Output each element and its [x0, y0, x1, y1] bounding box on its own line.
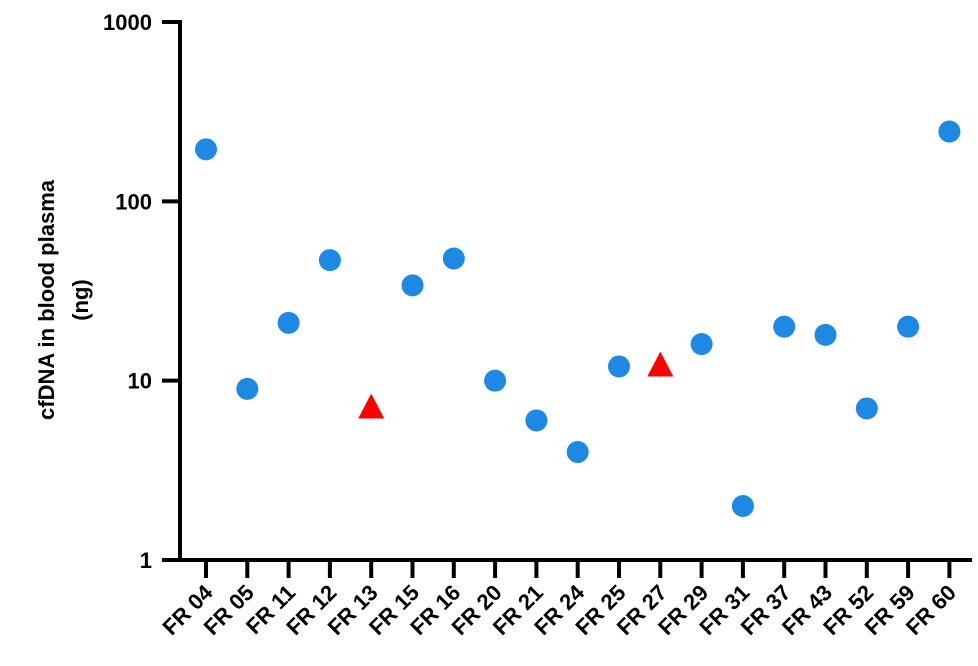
data-point-circle — [484, 369, 507, 392]
data-point-triangle — [647, 351, 674, 377]
data-point-circle — [442, 247, 465, 270]
data-point-circle — [566, 441, 589, 464]
y-axis-title-line-1: cfDNA in blood plasma — [34, 179, 59, 420]
data-point-circle — [525, 409, 548, 432]
y-tick-label: 10 — [128, 369, 152, 394]
data-point-circle — [195, 138, 217, 161]
y-axis-title: cfDNA in blood plasma (ng) — [34, 179, 93, 420]
data-point-circle — [855, 397, 878, 420]
data-point-circle — [773, 315, 796, 338]
data-point-circle — [608, 355, 630, 378]
data-point-circle — [277, 311, 300, 334]
data-point-circle — [938, 120, 961, 143]
data-point-circle — [731, 495, 754, 518]
data-point-circle — [814, 323, 837, 346]
axes — [178, 20, 972, 562]
data-point-circle — [236, 377, 259, 400]
data-point-circle — [690, 333, 713, 356]
y-axis-title-line-2: (ng) — [68, 279, 93, 321]
y-ticks: 1 10 100 1000 — [103, 10, 180, 573]
data-point-triangle — [358, 393, 385, 419]
data-point-circle — [318, 249, 341, 272]
data-point-circle — [897, 315, 920, 338]
y-tick-label: 1000 — [103, 10, 152, 35]
data-points — [195, 120, 961, 518]
y-tick-label: 1 — [140, 548, 152, 573]
data-point-circle — [401, 274, 424, 297]
y-tick-label: 100 — [115, 189, 152, 214]
